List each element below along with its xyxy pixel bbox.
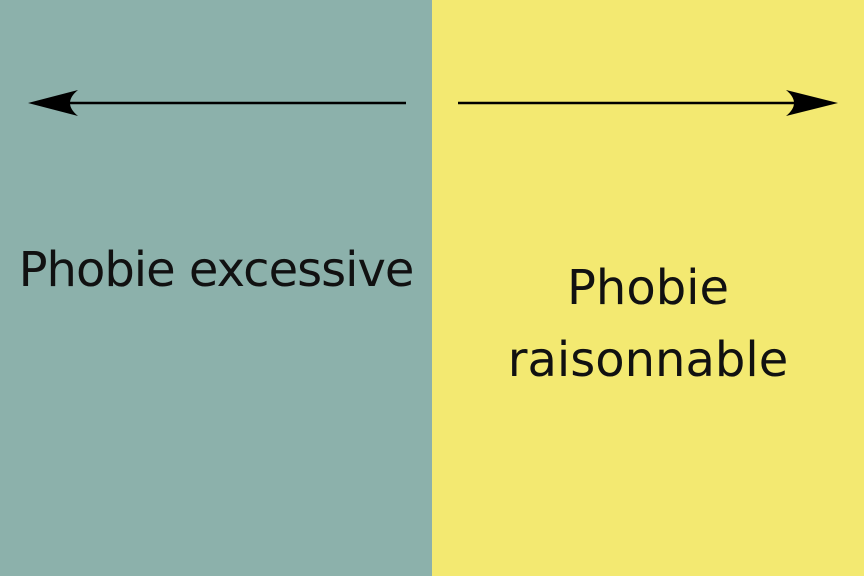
phobie-raisonnable-label: Phobie raisonnable bbox=[507, 260, 789, 388]
phobie-excessive-label: Phobie excessive bbox=[18, 242, 415, 298]
right-arrow bbox=[458, 90, 838, 116]
left-arrow bbox=[28, 90, 406, 116]
